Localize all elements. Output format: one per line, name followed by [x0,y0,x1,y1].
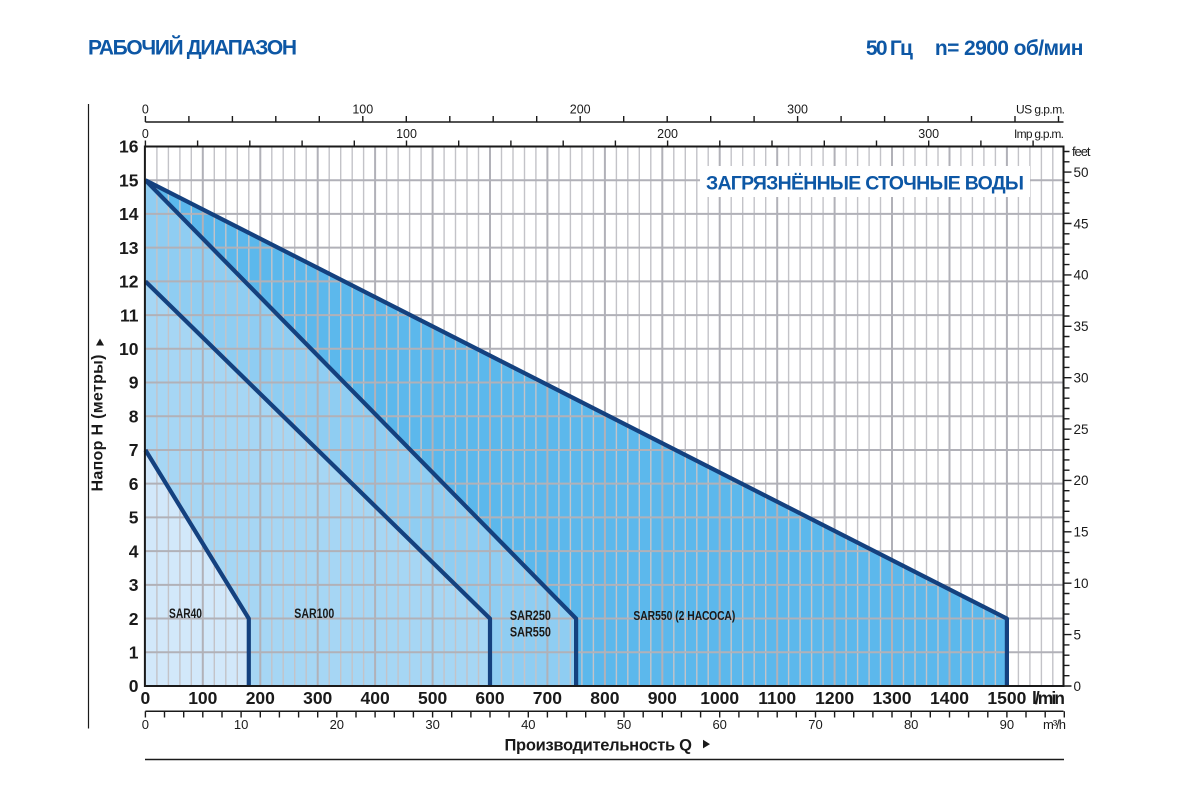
svg-text:600: 600 [475,688,504,708]
svg-text:0: 0 [142,717,149,732]
svg-text:100: 100 [396,127,417,141]
svg-text:25: 25 [1074,422,1089,437]
svg-text:SAR250: SAR250 [510,608,551,624]
svg-text:0: 0 [142,127,149,141]
svg-text:1400: 1400 [930,688,969,708]
svg-text:70: 70 [808,717,822,732]
svg-text:1500: 1500 [987,688,1026,708]
svg-text:200: 200 [657,127,678,141]
svg-text:11: 11 [120,305,139,325]
svg-text:0: 0 [129,676,139,696]
svg-text:14: 14 [119,204,139,224]
svg-text:7: 7 [129,440,139,460]
svg-text:45: 45 [1074,216,1089,231]
svg-text:1: 1 [129,643,139,663]
svg-text:SAR100: SAR100 [294,605,334,621]
svg-text:10: 10 [1074,576,1089,591]
svg-text:1000: 1000 [700,688,739,708]
svg-text:3: 3 [129,575,139,595]
svg-text:9: 9 [129,373,139,393]
svg-text:2: 2 [129,609,139,629]
svg-text:feet: feet [1072,144,1091,159]
svg-text:35: 35 [1074,319,1089,334]
svg-text:200: 200 [570,103,591,117]
svg-text:500: 500 [418,688,447,708]
svg-text:15: 15 [1074,525,1089,540]
svg-text:ЗАГРЯЗНЁННЫЕ СТОЧНЫЕ ВОДЫ: ЗАГРЯЗНЁННЫЕ СТОЧНЫЕ ВОДЫ [706,172,1024,195]
svg-text:Напор H (метры): Напор H (метры) [90,355,107,492]
svg-text:l/min: l/min [1032,688,1065,708]
svg-text:16: 16 [119,137,139,157]
svg-text:80: 80 [904,717,918,732]
svg-text:40: 40 [1074,268,1089,283]
svg-text:m³/h: m³/h [1043,717,1066,732]
svg-text:200: 200 [246,688,275,708]
svg-text:SAR550: SAR550 [510,624,551,640]
svg-text:Imp g.p.m.: Imp g.p.m. [1014,127,1064,141]
svg-text:12: 12 [119,272,139,292]
svg-text:10: 10 [234,717,248,732]
svg-text:10: 10 [119,339,139,359]
svg-text:900: 900 [648,688,677,708]
svg-text:0: 0 [1074,679,1082,694]
svg-text:30: 30 [425,717,439,732]
svg-text:400: 400 [360,688,389,708]
svg-text:40: 40 [521,717,535,732]
svg-text:700: 700 [533,688,562,708]
svg-text:13: 13 [119,238,139,258]
svg-text:SAR550 (2 НАСОСА): SAR550 (2 НАСОСА) [633,609,735,623]
svg-text:20: 20 [330,717,344,732]
svg-text:5: 5 [129,508,139,528]
svg-text:6: 6 [129,474,139,494]
svg-text:60: 60 [712,717,726,732]
svg-text:4: 4 [129,541,139,561]
svg-text:8: 8 [129,406,139,426]
svg-text:50 Гц: 50 Гц [866,37,913,60]
svg-text:SAR40: SAR40 [169,605,202,621]
svg-text:0: 0 [141,688,151,708]
svg-text:50: 50 [1074,165,1089,180]
svg-text:Производительность Q: Производительность Q [505,736,693,754]
svg-text:300: 300 [787,103,808,117]
svg-text:1200: 1200 [815,688,854,708]
svg-text:1100: 1100 [758,688,796,708]
svg-text:5: 5 [1074,627,1082,642]
svg-text:90: 90 [1000,717,1014,732]
svg-text:30: 30 [1074,371,1089,386]
svg-text:n= 2900 об/мин: n= 2900 об/мин [935,37,1084,60]
svg-text:15: 15 [119,170,139,190]
svg-text:50: 50 [617,717,631,732]
svg-text:20: 20 [1074,473,1089,488]
svg-text:100: 100 [188,688,217,708]
svg-text:1300: 1300 [873,688,912,708]
svg-text:300: 300 [918,127,939,141]
svg-text:800: 800 [590,688,619,708]
svg-text:300: 300 [303,688,332,708]
svg-text:US g.p.m.: US g.p.m. [1016,103,1065,117]
svg-text:РАБОЧИЙ ДИАПАЗОН: РАБОЧИЙ ДИАПАЗОН [88,36,297,60]
svg-text:100: 100 [352,103,373,117]
svg-text:0: 0 [142,103,149,117]
